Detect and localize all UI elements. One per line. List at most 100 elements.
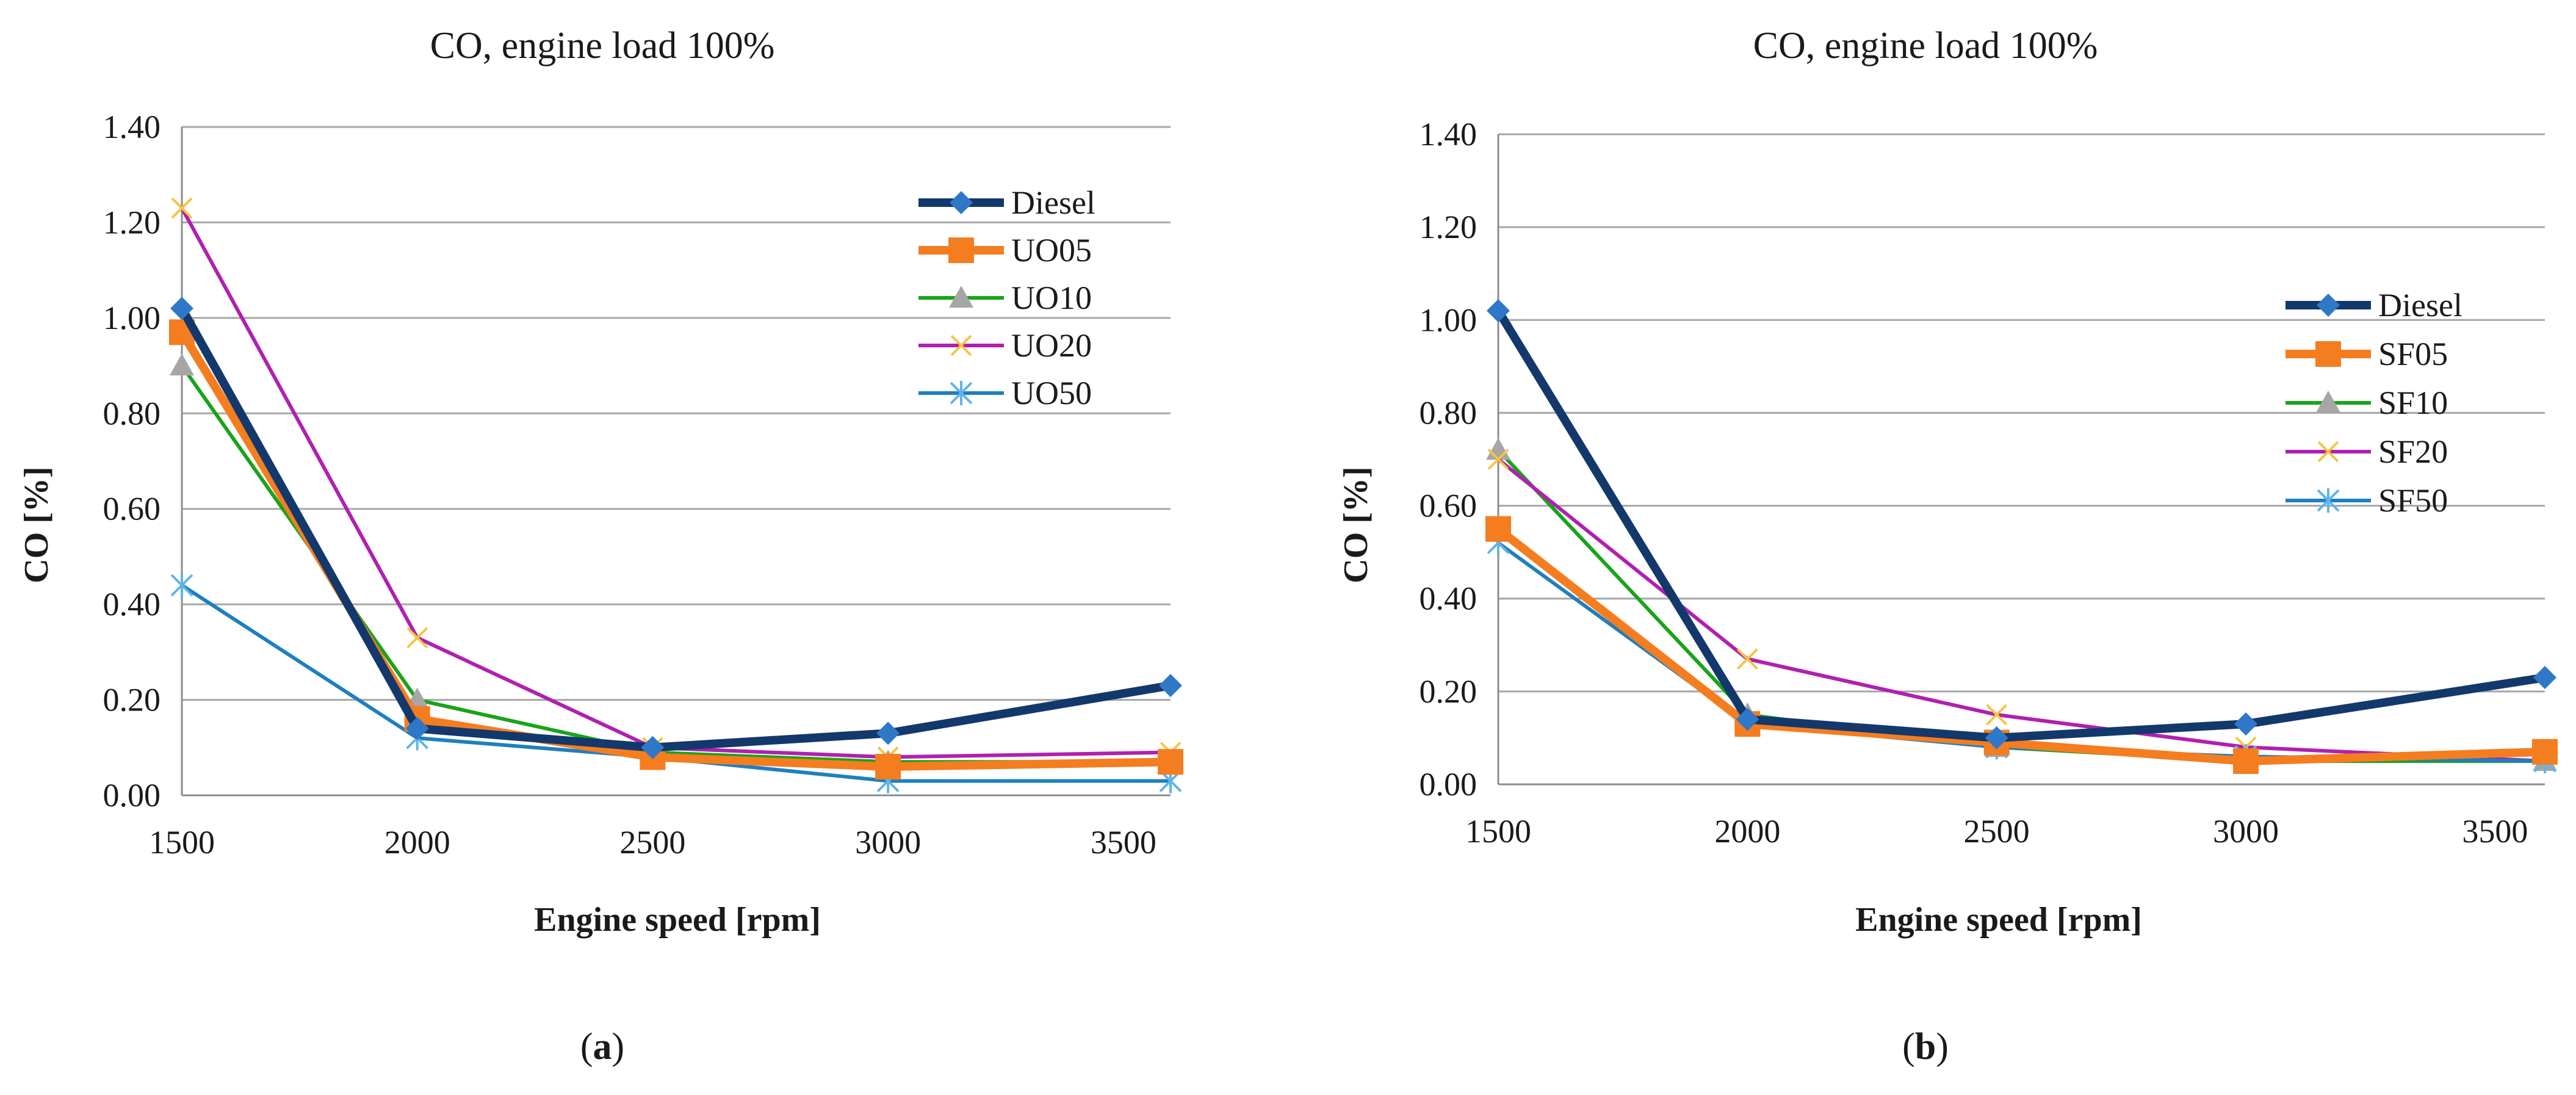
series-line-diesel — [1494, 306, 2549, 742]
x-tick-label: 3500 — [1091, 824, 1156, 861]
data-point-uo05 — [875, 754, 901, 780]
legend-swatch-marker — [950, 334, 972, 356]
legend-swatch-marker — [949, 286, 973, 308]
data-point-diesel — [405, 717, 429, 740]
data-point-sf20-stroke — [1736, 648, 1758, 670]
legend-swatch-marker — [950, 191, 973, 214]
data-point-sf20 — [1736, 648, 1758, 670]
x-axis-label: Engine speed [rpm] — [1855, 901, 2142, 939]
x-axis-label: Engine speed [rpm] — [534, 901, 821, 939]
x-tick-label: 1500 — [149, 824, 215, 861]
legend-label: Diesel — [2378, 287, 2462, 323]
y-tick-labels: 0.00 0.20 0.40 0.60 0.80 1.00 1.20 1.40 — [1420, 116, 1477, 803]
legend-item-sf50: SF50 — [2286, 482, 2448, 519]
legend-item-uo05: UO05 — [918, 232, 1092, 269]
x-tick-label: 3000 — [855, 824, 921, 861]
legend-label: UO50 — [1011, 375, 1092, 411]
data-point-uo05 — [1158, 749, 1183, 775]
data-point-uo20-stroke — [171, 197, 193, 219]
legend-swatch-marker — [948, 237, 974, 263]
series-diesel — [170, 297, 1182, 759]
legend-item-sf05: SF05 — [2286, 336, 2448, 372]
y-tick-label: 0.20 — [103, 682, 161, 718]
legend-item-uo10: UO10 — [918, 280, 1092, 316]
data-point-uo20 — [171, 197, 193, 219]
legend-item-sf10: SF10 — [2286, 385, 2448, 421]
data-point-diesel — [2533, 666, 2556, 690]
series-diesel — [1487, 299, 2556, 750]
y-tick-label: 0.80 — [1420, 394, 1477, 431]
y-tick-label: 0.20 — [1420, 673, 1477, 710]
data-point-uo20-stroke — [406, 627, 428, 649]
legend-swatch-marker — [2317, 294, 2340, 317]
data-point-uo20 — [406, 627, 428, 649]
legend-label: SF05 — [2378, 336, 2448, 372]
data-point-sf20 — [1487, 449, 1509, 470]
legend-label: SF20 — [2378, 433, 2448, 470]
data-point-uo10 — [170, 353, 194, 376]
legend-label: SF10 — [2378, 385, 2448, 421]
y-tick-label: 0.00 — [1420, 766, 1477, 803]
chart-title: CO, engine load 100% — [430, 25, 775, 67]
y-tick-label: 0.00 — [103, 777, 161, 814]
legend-label: UO20 — [1011, 327, 1092, 364]
data-point-sf05 — [2532, 739, 2558, 765]
y-axis-label: CO [%] — [18, 466, 56, 583]
y-tick-label: 1.40 — [103, 109, 161, 145]
data-point-uo50 — [170, 573, 193, 598]
y-tick-label: 0.60 — [103, 491, 161, 527]
data-point-diesel — [170, 297, 193, 320]
legend-label: SF50 — [2378, 482, 2448, 519]
data-point-diesel — [1985, 726, 2008, 750]
y-tick-label: 1.20 — [103, 204, 161, 240]
y-axis-label: CO [%] — [1337, 466, 1375, 583]
chart-panel-b: CO, engine load 100% 0.00 0.20 0.40 0.60 0.8… — [1337, 25, 2558, 1068]
legend-item-uo50: UO50 — [918, 375, 1092, 411]
legend: Diesel SF05 SF10 SF20 SF50 — [2286, 287, 2462, 519]
legend-item-uo20: UO20 — [918, 327, 1092, 364]
chart-panel-a: CO, engine load 100% 0.00 0.20 0.40 0.60 0.8… — [18, 25, 1183, 1068]
legend-label: Diesel — [1011, 184, 1095, 221]
x-tick-label: 2000 — [1714, 813, 1780, 850]
series-group — [1485, 299, 2558, 774]
data-point-diesel — [876, 721, 900, 745]
data-point-diesel — [641, 735, 665, 759]
y-tick-label: 0.40 — [103, 586, 161, 623]
y-tick-label: 0.40 — [1420, 580, 1477, 617]
x-tick-label: 2500 — [619, 824, 685, 861]
data-point-sf20 — [1986, 704, 2008, 726]
legend-swatch-marker — [2317, 488, 2340, 513]
legend-item-diesel: Diesel — [2286, 287, 2462, 323]
data-point-diesel — [2234, 712, 2257, 736]
y-tick-label: 1.20 — [1420, 209, 1477, 245]
y-tick-label: 1.40 — [1420, 116, 1477, 153]
axes — [181, 127, 1171, 797]
legend-swatch-marker — [2315, 341, 2341, 367]
x-tick-label: 3000 — [2213, 813, 2279, 850]
y-tick-label: 0.80 — [103, 395, 161, 432]
x-tick-labels: 1500 2000 2500 3000 3500 — [149, 824, 1156, 861]
y-tick-labels: 0.00 0.20 0.40 0.60 0.80 1.00 1.20 1.40 — [103, 109, 161, 814]
data-point-sf05 — [1485, 516, 1511, 542]
data-point-sf20-stroke — [1986, 704, 2008, 726]
legend-swatch-marker — [950, 381, 973, 405]
legend-swatch-marker-stroke — [950, 334, 972, 356]
y-tick-label: 1.00 — [1420, 302, 1477, 338]
panel-label-b: (b) — [1902, 1026, 1949, 1068]
y-tick-label: 1.00 — [103, 300, 161, 336]
x-tick-labels: 1500 2000 2500 3000 3500 — [1465, 813, 2528, 850]
legend-swatch-marker — [2316, 391, 2340, 413]
legend-label: UO10 — [1011, 280, 1092, 316]
chart-title: CO, engine load 100% — [1753, 25, 2098, 67]
x-tick-label: 3500 — [2462, 813, 2528, 850]
x-tick-label: 2500 — [1964, 813, 2030, 850]
data-point-diesel — [1487, 299, 1510, 323]
legend-swatch-marker — [2317, 441, 2339, 463]
data-point-sf20-stroke — [1487, 449, 1509, 470]
legend-item-diesel: Diesel — [918, 184, 1095, 221]
data-point-sf10 — [1486, 438, 1510, 460]
data-point-sf05 — [2233, 748, 2259, 774]
x-tick-label: 1500 — [1465, 813, 1531, 850]
y-tick-label: 0.60 — [1420, 488, 1477, 524]
